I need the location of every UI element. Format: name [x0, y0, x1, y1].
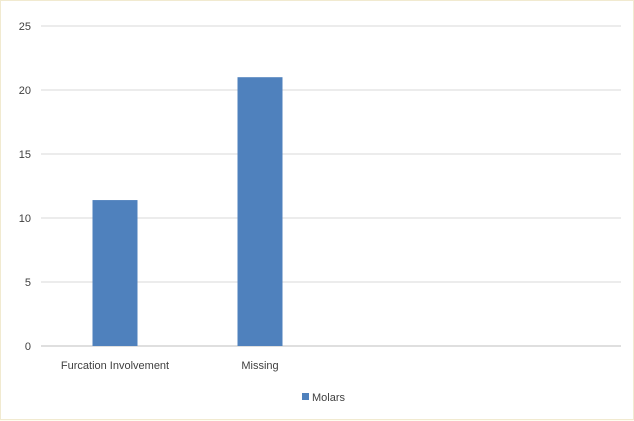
y-tick-label: 15 [19, 149, 31, 161]
bar-furcation-involvement [92, 200, 138, 346]
x-tick-label: Missing [241, 360, 278, 372]
legend-swatch-molars [302, 393, 309, 400]
y-axis-ticks: 0 5 10 15 20 25 [19, 21, 31, 353]
y-tick-label: 25 [19, 21, 31, 33]
bar-missing [237, 77, 283, 346]
bars [92, 77, 283, 346]
y-tick-label: 5 [25, 277, 31, 289]
legend: Molars [302, 392, 346, 404]
legend-label-molars: Molars [312, 392, 346, 404]
y-tick-label: 10 [19, 213, 31, 225]
x-tick-label: Furcation Involvement [61, 360, 169, 372]
y-tick-label: 20 [19, 85, 31, 97]
gridlines [41, 25, 621, 347]
x-axis-ticks: Furcation Involvement Missing [61, 360, 279, 372]
y-tick-label: 0 [25, 341, 31, 353]
